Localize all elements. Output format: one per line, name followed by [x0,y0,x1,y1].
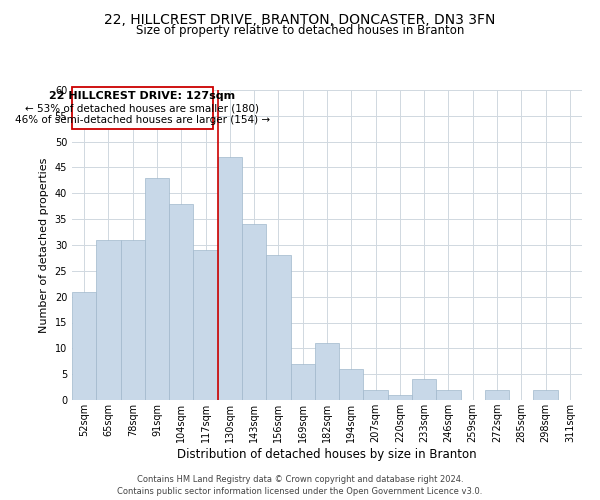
Bar [193,250,218,400]
Text: 46% of semi-detached houses are larger (154) →: 46% of semi-detached houses are larger (… [15,116,270,126]
Bar [266,256,290,400]
Bar [339,369,364,400]
Bar [145,178,169,400]
Bar [485,390,509,400]
Text: ← 53% of detached houses are smaller (180): ← 53% of detached houses are smaller (18… [25,103,259,113]
X-axis label: Distribution of detached houses by size in Branton: Distribution of detached houses by size … [177,448,477,461]
Text: Contains HM Land Registry data © Crown copyright and database right 2024.: Contains HM Land Registry data © Crown c… [137,476,463,484]
Bar [169,204,193,400]
Bar [96,240,121,400]
Text: 22, HILLCREST DRIVE, BRANTON, DONCASTER, DN3 3FN: 22, HILLCREST DRIVE, BRANTON, DONCASTER,… [104,12,496,26]
Text: Contains public sector information licensed under the Open Government Licence v3: Contains public sector information licen… [118,486,482,496]
Text: Size of property relative to detached houses in Branton: Size of property relative to detached ho… [136,24,464,37]
Bar [72,292,96,400]
Bar [436,390,461,400]
Y-axis label: Number of detached properties: Number of detached properties [39,158,49,332]
FancyBboxPatch shape [72,88,213,128]
Text: 22 HILLCREST DRIVE: 127sqm: 22 HILLCREST DRIVE: 127sqm [49,90,235,101]
Bar [242,224,266,400]
Bar [412,380,436,400]
Bar [121,240,145,400]
Bar [315,343,339,400]
Bar [290,364,315,400]
Bar [218,157,242,400]
Bar [388,395,412,400]
Bar [364,390,388,400]
Bar [533,390,558,400]
